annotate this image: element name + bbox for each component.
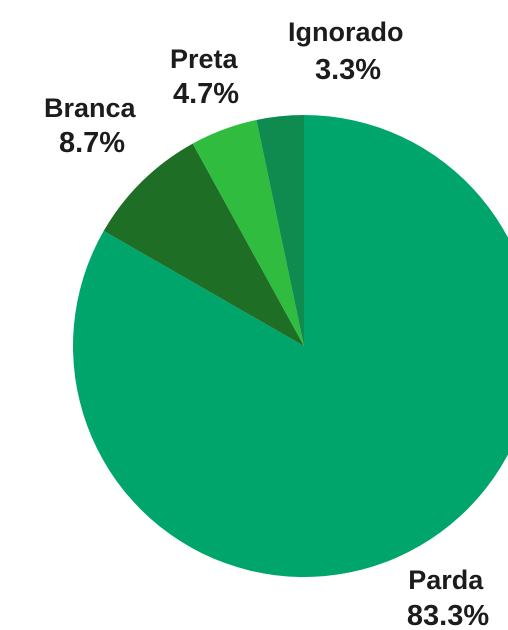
pie-slice-branca: [103, 143, 305, 346]
slice-label-branca: Branca 8.7%: [44, 93, 140, 159]
pie-slices: [73, 115, 508, 577]
slice-label-preta: Preta 4.7%: [170, 44, 242, 110]
pie-labels: Parda 83.3% Branca 8.7% Preta 4.7% Ignor…: [44, 17, 489, 630]
pie-slice-preta: [192, 119, 304, 346]
slice-label-ignorado: Ignorado 3.3%: [288, 17, 408, 86]
pie-slice-parda: [73, 115, 508, 577]
pie-slice-ignorado: [256, 115, 304, 346]
slice-label-parda: Parda 83.3%: [407, 565, 489, 630]
